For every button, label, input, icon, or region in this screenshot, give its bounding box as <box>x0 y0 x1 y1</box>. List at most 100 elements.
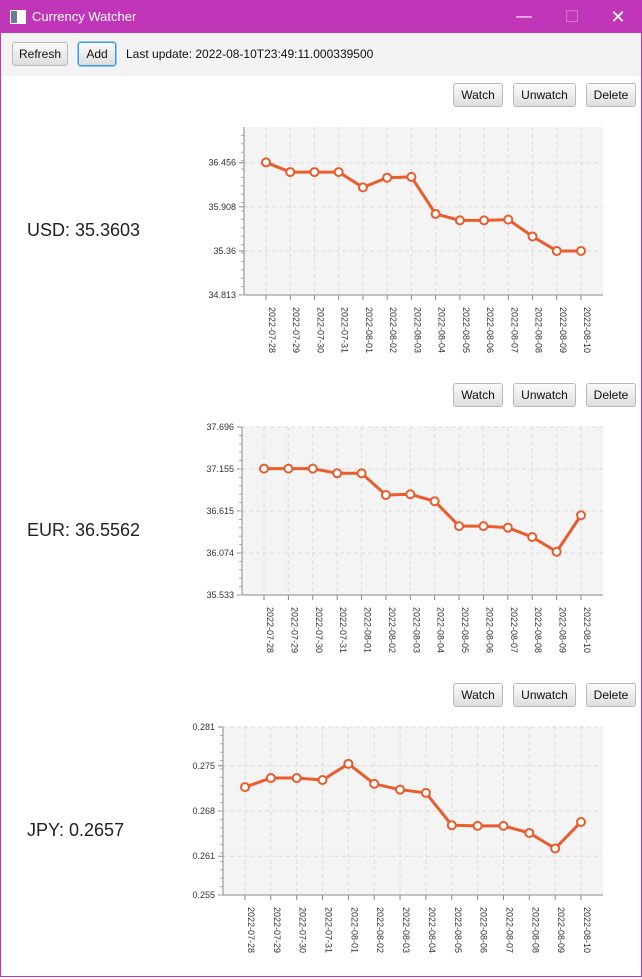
x-tick-label: 2022-08-02 <box>388 307 398 353</box>
data-point <box>576 245 586 256</box>
x-tick-label: 2022-08-06 <box>479 907 489 953</box>
x-tick-label: 2022-08-08 <box>530 907 540 953</box>
watch-button[interactable]: Watch <box>453 383 503 407</box>
x-tick-label: 2022-08-01 <box>349 907 359 953</box>
currency-rate-label: EUR: 36.5562 <box>27 520 141 540</box>
x-tick-label: 2022-07-30 <box>298 907 308 953</box>
data-point <box>240 782 250 793</box>
delete-button[interactable]: Delete <box>586 83 636 107</box>
x-tick-label: 2022-07-31 <box>338 607 348 653</box>
last-update-text: Last update: 2022-08-10T23:49:11.0003395… <box>126 47 374 61</box>
delete-button[interactable]: Delete <box>586 383 636 407</box>
x-tick-label: 2022-08-03 <box>401 907 411 953</box>
data-point <box>454 215 465 226</box>
data-point <box>332 468 343 479</box>
data-point <box>429 496 440 507</box>
plot-area <box>242 427 603 595</box>
x-tick-label: 2022-08-09 <box>558 307 568 353</box>
data-point <box>317 774 328 785</box>
data-point <box>576 816 586 827</box>
x-tick-label: 2022-08-04 <box>427 907 437 953</box>
data-point <box>498 820 509 831</box>
currency-panel-usd: Watch Unwatch Delete USD: 35.3603 34.813… <box>1 79 641 379</box>
title-bar[interactable]: Currency Watcher — ☐ ✕ <box>1 1 641 33</box>
add-button[interactable]: Add <box>78 42 116 66</box>
y-tick-label: 35.36 <box>213 246 236 256</box>
data-point <box>265 773 276 784</box>
y-tick-label: 35.533 <box>206 590 234 600</box>
x-tick-label: 2022-07-29 <box>291 307 301 353</box>
x-tick-label: 2022-08-01 <box>363 607 373 653</box>
data-point <box>527 531 538 542</box>
y-tick-label: 0.255 <box>192 890 215 900</box>
data-point <box>382 172 393 183</box>
window-title: Currency Watcher <box>32 9 137 24</box>
x-tick-label: 2022-08-05 <box>460 607 470 653</box>
y-tick-label: 36.074 <box>206 548 234 558</box>
data-point <box>333 167 344 178</box>
data-point <box>446 820 457 831</box>
watch-button[interactable]: Watch <box>453 683 503 707</box>
data-point <box>524 827 535 838</box>
x-tick-label: 2022-07-29 <box>289 607 299 653</box>
data-point <box>357 182 368 193</box>
data-point <box>472 820 483 831</box>
data-point <box>261 157 271 168</box>
data-point <box>479 215 490 226</box>
data-point <box>551 546 562 557</box>
x-tick-label: 2022-08-02 <box>387 607 397 653</box>
y-tick-label: 36.456 <box>208 158 236 168</box>
data-point <box>285 167 296 178</box>
unwatch-button[interactable]: Unwatch <box>513 383 576 407</box>
x-tick-label: 2022-08-01 <box>364 307 374 353</box>
watch-button[interactable]: Watch <box>453 83 503 107</box>
x-tick-label: 2022-08-05 <box>453 907 463 953</box>
x-tick-label: 2022-08-07 <box>504 907 514 953</box>
x-tick-label: 2022-08-02 <box>375 907 385 953</box>
x-tick-label: 2022-08-08 <box>533 607 543 653</box>
data-point <box>307 463 318 474</box>
currency-rate-label: USD: 35.3603 <box>27 220 141 240</box>
y-tick-label: 37.155 <box>206 464 234 474</box>
y-tick-label: 34.813 <box>208 290 236 300</box>
x-tick-label: 2022-08-09 <box>558 607 568 653</box>
data-point <box>395 784 406 795</box>
x-tick-label: 2022-07-28 <box>246 907 256 953</box>
close-icon[interactable]: ✕ <box>610 6 626 27</box>
rate-history-chart: 0.255 0.261 0.268 0.275 0.281 2022-07-28 2022-… <box>192 722 603 953</box>
x-tick-label: 2022-08-03 <box>412 307 422 353</box>
data-point <box>406 171 417 182</box>
x-tick-label: 2022-08-09 <box>556 907 566 953</box>
plot-area <box>244 127 603 295</box>
data-point <box>430 208 441 219</box>
y-tick-label: 37.696 <box>206 422 234 432</box>
currency-rate-label: JPY: 0.2657 <box>27 820 125 840</box>
x-tick-label: 2022-08-08 <box>534 307 544 353</box>
y-tick-label: 0.275 <box>192 761 215 771</box>
minimize-icon[interactable]: — <box>516 8 532 25</box>
unwatch-button[interactable]: Unwatch <box>513 683 576 707</box>
y-tick-label: 0.281 <box>192 722 215 732</box>
refresh-button[interactable]: Refresh <box>12 42 68 66</box>
rate-history-chart: 35.533 36.074 36.615 37.155 37.696 2022-07-28… <box>206 422 603 653</box>
y-tick-label: 0.261 <box>192 851 215 861</box>
x-tick-label: 2022-08-10 <box>582 607 592 653</box>
delete-button[interactable]: Delete <box>586 683 636 707</box>
y-tick-label: 36.615 <box>206 506 234 516</box>
y-tick-label: 0.268 <box>192 806 215 816</box>
x-tick-label: 2022-08-10 <box>582 307 592 353</box>
data-point <box>527 231 538 242</box>
data-point <box>551 245 562 256</box>
maximize-icon[interactable]: ☐ <box>564 9 580 26</box>
y-tick-label: 35.908 <box>208 202 236 212</box>
app-window-icon <box>10 10 26 24</box>
x-tick-label: 2022-08-10 <box>582 907 592 953</box>
data-point <box>291 773 302 784</box>
data-point <box>576 510 586 521</box>
x-tick-label: 2022-07-28 <box>265 607 275 653</box>
data-point <box>343 758 354 769</box>
data-point <box>550 843 561 854</box>
rate-history-chart: 34.813 35.36 35.908 36.456 2022-07-28 2022-07… <box>208 127 603 353</box>
unwatch-button[interactable]: Unwatch <box>513 83 576 107</box>
x-tick-label: 2022-07-31 <box>324 907 334 953</box>
